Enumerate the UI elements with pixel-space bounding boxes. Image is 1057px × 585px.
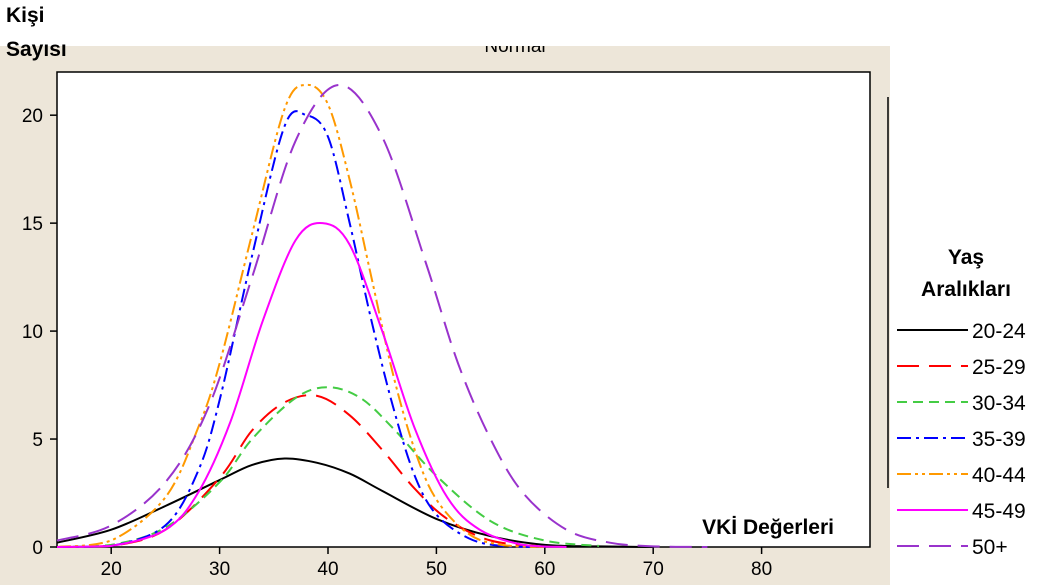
series-line-40-44 <box>56 83 545 548</box>
legend-label-20-24: 20-24 <box>972 320 1026 343</box>
series-line-50+ <box>56 83 708 548</box>
legend: 20-24 25-29 30-34 35-39 40-44 45-49 50+ <box>897 320 1026 559</box>
x-tick-label: 60 <box>534 559 555 580</box>
legend-label-45-49: 45-49 <box>972 500 1026 523</box>
legend-background <box>890 0 1057 585</box>
plot-area <box>56 71 871 548</box>
x-tick-label: 70 <box>643 559 664 580</box>
legend-title-line2: Aralıkları <box>921 278 1011 301</box>
y-axis-label-line2: Sayısı <box>6 38 67 61</box>
axis-ticks: 20 30 40 50 60 70 80 0 5 10 15 20 <box>22 106 772 580</box>
series-line-35-39 <box>56 110 545 548</box>
legend-label-35-39: 35-39 <box>972 428 1026 451</box>
title-overlap-band <box>0 0 1057 46</box>
legend-title-line1: Yaş <box>948 246 984 269</box>
series-line-30-34 <box>56 386 600 548</box>
x-axis-label: VKİ Değerleri <box>702 516 834 539</box>
y-axis-label-line1: Kişi <box>6 4 45 27</box>
x-tick-label: 40 <box>317 559 338 580</box>
y-tick-label: 5 <box>32 430 43 451</box>
series-lines <box>56 83 708 548</box>
x-tick-label: 20 <box>101 559 122 580</box>
x-tick-label: 30 <box>209 559 230 580</box>
legend-label-50+: 50+ <box>972 536 1008 559</box>
y-tick-label: 10 <box>22 322 43 343</box>
x-tick-label: 80 <box>751 559 772 580</box>
x-tick-label: 50 <box>426 559 447 580</box>
legend-label-30-34: 30-34 <box>972 392 1026 415</box>
legend-label-25-29: 25-29 <box>972 356 1026 379</box>
series-line-20-24 <box>56 457 654 548</box>
y-tick-label: 0 <box>32 538 43 559</box>
y-tick-label: 20 <box>22 106 43 127</box>
y-tick-label: 15 <box>22 214 43 235</box>
series-line-45-49 <box>56 222 567 548</box>
legend-label-40-44: 40-44 <box>972 464 1026 487</box>
